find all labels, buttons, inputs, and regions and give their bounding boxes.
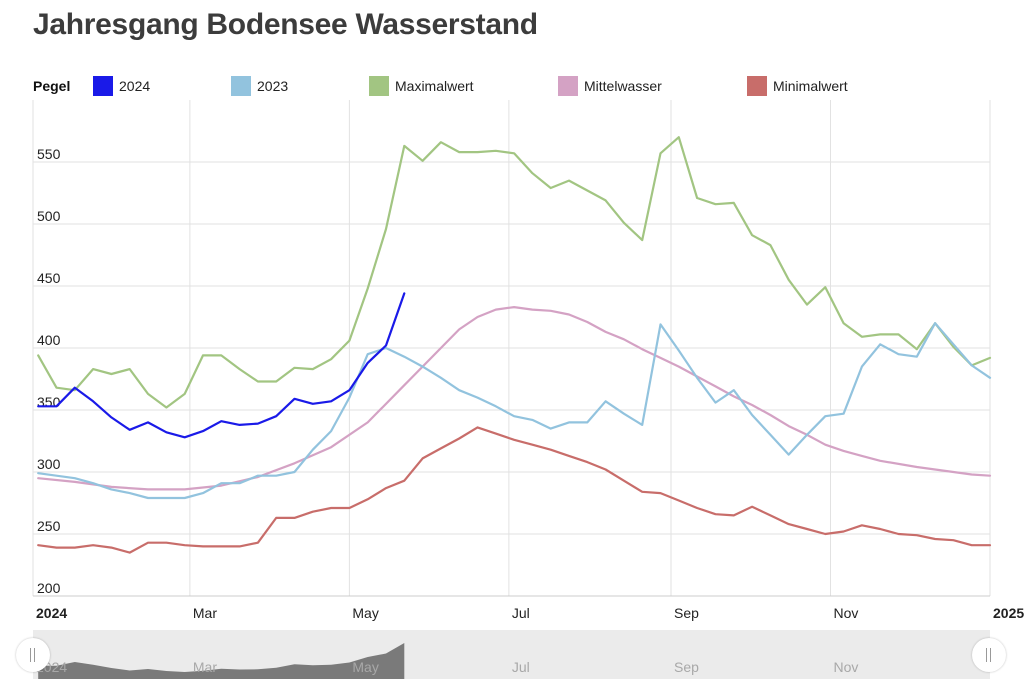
x-tick-label: May (352, 605, 378, 621)
x-tick-label: Mar (193, 605, 217, 621)
y-tick-label: 250 (37, 518, 61, 534)
y-tick-label: 450 (37, 270, 61, 286)
navigator-tick-label: Nov (834, 659, 859, 675)
line-chart[interactable]: 200 250 300 350 400 450 500 550 2024 Mar May Jul Sep… (0, 0, 1024, 630)
navigator-tick-label: May (352, 659, 378, 675)
y-tick-label: 300 (37, 456, 61, 472)
x-tick-label: 2024 (36, 605, 67, 621)
navigator-area-chart: 2024 Mar May Jul Sep Nov (33, 630, 990, 679)
y-tick-label: 350 (37, 394, 61, 410)
navigator-tick-label: Jul (512, 659, 530, 675)
series-line-maximalwert (38, 137, 990, 407)
x-tick-label: Sep (674, 605, 699, 621)
navigator-tick-label: Sep (674, 659, 699, 675)
y-tick-label: 550 (37, 146, 61, 162)
y-tick-label: 200 (37, 580, 61, 596)
y-tick-label: 500 (37, 208, 61, 224)
x-tick-label: Nov (834, 605, 859, 621)
navigator[interactable]: 2024 Mar May Jul Sep Nov (33, 630, 990, 679)
navigator-series-area (38, 643, 404, 679)
navigator-right-handle[interactable] (972, 638, 1006, 672)
x-tick-label: 2025 (993, 605, 1024, 621)
series-line-mittelwasser (38, 307, 990, 489)
navigator-left-handle[interactable] (16, 638, 50, 672)
x-tick-label: Jul (512, 605, 530, 621)
y-tick-label: 400 (37, 332, 61, 348)
navigator-tick-label: Mar (193, 659, 217, 675)
